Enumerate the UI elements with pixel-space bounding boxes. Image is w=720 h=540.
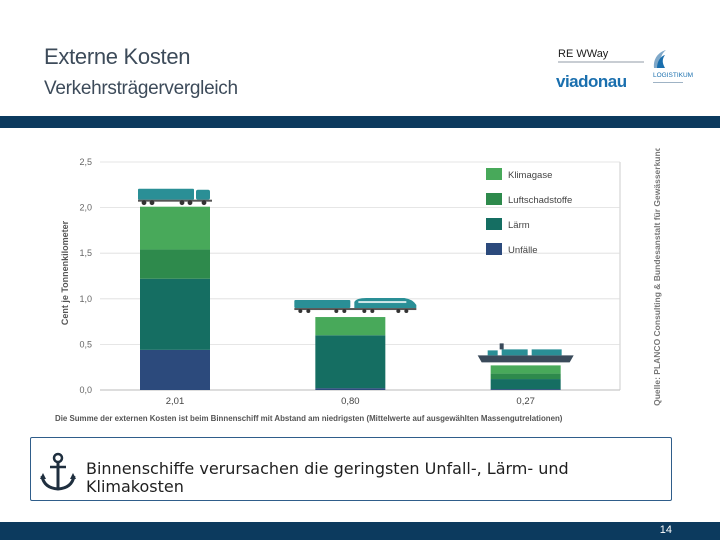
viadonau-logo: viadonau	[556, 72, 627, 91]
bar-segment	[490, 373, 561, 380]
source-text: Quelle: PLANCO Consulting & Bundesanstal…	[652, 148, 662, 406]
bar-segment	[140, 206, 210, 250]
reway-logo: RE WWay	[558, 48, 609, 60]
bar-segment	[315, 388, 386, 390]
stacked-bar-chart: 0,0 0,5 1,0 1,5 2,0 2,5 2,01 0,80 0,27 Klimagas…	[55, 120, 662, 423]
legend-swatch	[486, 243, 502, 255]
y-tick-label: 1,5	[79, 248, 92, 258]
key-message-text: Binnenschiffe verursachen die geringsten…	[86, 459, 569, 496]
page-subtitle: Verkehrsträgervergleich	[44, 78, 238, 99]
bar-segment	[490, 379, 561, 390]
y-axis-label: Cent je Tonnenkilometer	[60, 220, 70, 325]
truck-icon	[138, 188, 212, 206]
bar-segment	[140, 349, 210, 390]
y-tick-label: 0,5	[79, 339, 92, 349]
y-tick-label: 2,0	[79, 203, 92, 213]
logistikum-logo-underline	[653, 82, 683, 83]
page-number: 14	[659, 524, 672, 536]
category-value-label: 2,01	[166, 396, 185, 407]
anchor-icon	[40, 452, 76, 491]
y-tick-label: 2,5	[79, 157, 92, 167]
chart-container: 0,0 0,5 1,0 1,5 2,0 2,5 2,01 0,80 0,27 Klimagas…	[30, 120, 680, 433]
bar-segment	[490, 365, 561, 374]
legend-label: Unfälle	[508, 245, 538, 256]
partner-logos: RE WWay viadonau LOGISTIKUM	[556, 48, 693, 96]
y-tick-label: 0,0	[79, 385, 92, 395]
ship-icon	[477, 343, 574, 363]
chart-caption: Die Summe der externen Kosten ist beim B…	[55, 414, 563, 423]
header-bar	[0, 116, 720, 128]
footer-bar	[0, 522, 720, 540]
legend-label: Klimagase	[508, 170, 552, 181]
reway-logo-underline	[558, 61, 644, 63]
legend-label: Lärm	[508, 220, 530, 231]
category-value-label: 0,27	[516, 396, 535, 407]
bar-segment	[490, 389, 561, 390]
logistikum-logo: LOGISTIKUM	[653, 72, 694, 79]
wave-logo-icon	[653, 50, 666, 68]
legend-label: Luftschadstoffe	[508, 195, 572, 206]
y-tick-label: 1,0	[79, 294, 92, 304]
bar-segment	[140, 249, 210, 279]
legend-swatch	[486, 218, 502, 230]
legend-swatch	[486, 193, 502, 205]
key-message-box: Binnenschiffe verursachen die geringsten…	[30, 437, 672, 501]
bar-segment	[315, 317, 386, 336]
legend-swatch	[486, 168, 502, 180]
train-icon	[294, 298, 417, 314]
bar-segment	[140, 278, 210, 350]
page-title: Externe Kosten	[44, 44, 191, 69]
bar-segment	[315, 335, 386, 389]
category-value-label: 0,80	[341, 396, 360, 407]
